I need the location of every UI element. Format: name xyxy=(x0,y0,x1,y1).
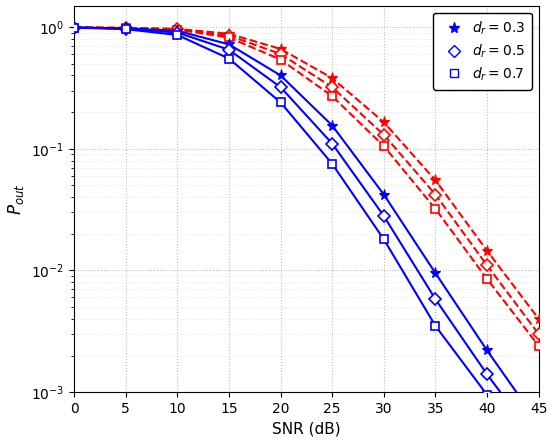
Y-axis label: $P_{out}$: $P_{out}$ xyxy=(6,183,25,214)
Legend: $d_r=0.3$, $d_r=0.5$, $d_r=0.7$: $d_r=0.3$, $d_r=0.5$, $d_r=0.7$ xyxy=(433,12,532,90)
X-axis label: SNR (dB): SNR (dB) xyxy=(272,421,341,436)
